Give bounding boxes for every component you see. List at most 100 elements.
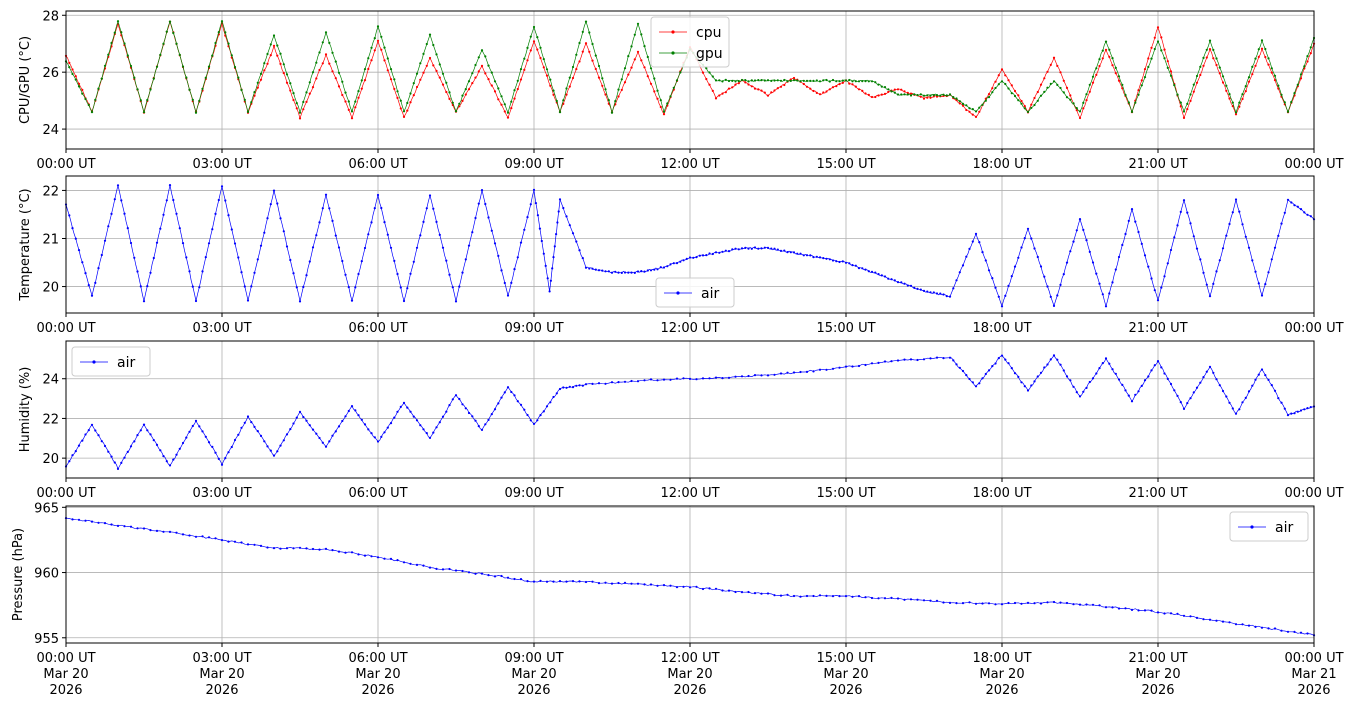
data-point-air: [415, 419, 419, 422]
data-point-air: [1147, 265, 1150, 268]
data-point-gpu: [903, 93, 906, 96]
data-point-cpu: [256, 86, 259, 89]
data-point-air: [1117, 607, 1121, 610]
data-point-gpu: [97, 87, 100, 90]
data-point-cpu: [1156, 26, 1160, 29]
data-point-air: [844, 365, 848, 368]
data-point-air: [584, 580, 588, 584]
data-point-air: [445, 410, 448, 413]
data-point-air: [708, 377, 711, 380]
data-point-air: [604, 382, 607, 385]
data-point-air: [916, 287, 919, 290]
data-point-air: [477, 425, 480, 428]
data-point-cpu: [487, 78, 490, 81]
data-point-air: [588, 267, 591, 270]
data-point-air: [363, 554, 367, 557]
data-point-air: [1296, 205, 1299, 208]
x-tick-label: 12:00 UT: [660, 321, 719, 336]
data-point-air: [1299, 409, 1303, 412]
data-point-air: [123, 456, 126, 459]
data-point-cpu: [601, 84, 604, 87]
data-point-air: [610, 582, 614, 585]
data-point-air: [571, 232, 575, 235]
data-point-air: [552, 256, 555, 259]
data-point-air: [328, 207, 331, 210]
data-point-air: [380, 435, 383, 438]
data-point-air: [334, 234, 337, 237]
data-point-air: [110, 523, 113, 526]
data-point-gpu: [841, 79, 844, 82]
data-point-air: [519, 403, 523, 406]
data-point-gpu: [480, 49, 484, 52]
data-point-air: [701, 377, 705, 380]
data-point-air: [896, 359, 900, 362]
data-point-gpu: [282, 63, 285, 66]
x-tick-label: 15:00 UT: [816, 157, 875, 172]
data-point-gpu: [672, 86, 675, 89]
data-point-gpu: [935, 94, 939, 97]
x-tick-label: 00:00 UT: [36, 486, 95, 501]
data-point-gpu: [178, 53, 181, 57]
y-tick-label: 955: [34, 632, 59, 647]
data-point-air: [532, 188, 536, 191]
data-point-cpu: [971, 113, 974, 116]
data-point-gpu: [880, 85, 883, 88]
data-point-gpu: [883, 86, 887, 89]
data-point-gpu: [838, 80, 841, 83]
data-point-air: [1290, 201, 1293, 204]
data-point-air: [965, 255, 968, 258]
data-point-air: [714, 376, 718, 379]
data-point-cpu: [1160, 36, 1163, 39]
data-point-gpu: [532, 25, 536, 29]
data-point-air: [604, 581, 607, 584]
data-point-cpu: [581, 50, 584, 53]
data-point-cpu: [1238, 105, 1241, 108]
data-point-cpu: [643, 66, 646, 69]
data-point-air: [510, 390, 513, 394]
y-axis-label: CPU/GPU (°C): [18, 36, 33, 124]
data-point-cpu: [464, 93, 467, 96]
data-point-gpu: [1130, 110, 1134, 113]
data-point-gpu: [1020, 102, 1023, 105]
data-point-gpu: [750, 79, 753, 82]
y-tick-label: 22: [42, 184, 59, 199]
data-point-gpu: [422, 52, 425, 56]
data-point-air: [259, 434, 263, 437]
data-point-air: [263, 231, 266, 234]
data-point-air: [857, 267, 861, 270]
data-point-air: [1286, 198, 1290, 201]
data-point-air: [383, 431, 386, 434]
data-point-air: [922, 358, 926, 361]
data-point-cpu: [422, 71, 425, 74]
data-point-air: [903, 282, 906, 285]
data-point-air: [1195, 247, 1199, 250]
data-point-air: [461, 569, 464, 573]
data-point-cpu: [640, 59, 643, 62]
data-point-air: [958, 271, 961, 274]
data-point-cpu: [831, 86, 835, 89]
data-point-gpu: [877, 83, 880, 86]
data-point-air: [513, 268, 516, 271]
data-point-gpu: [1065, 96, 1069, 99]
data-point-air: [779, 594, 783, 597]
data-point-air: [1296, 410, 1299, 413]
data-point-air: [1228, 621, 1231, 624]
data-point-air: [1098, 604, 1101, 607]
data-point-air: [1036, 255, 1039, 259]
data-point-air: [857, 364, 861, 368]
data-point-air: [272, 189, 276, 192]
data-point-gpu: [1069, 98, 1072, 101]
data-point-air: [636, 380, 640, 383]
data-point-air: [523, 228, 526, 231]
data-point-air: [149, 529, 152, 532]
data-point-air: [240, 271, 243, 274]
data-point-cpu: [344, 100, 347, 103]
data-point-air: [883, 597, 887, 600]
data-point-air: [760, 247, 763, 250]
data-point-gpu: [627, 55, 630, 58]
data-point-air: [103, 522, 107, 525]
data-point-gpu: [1017, 99, 1020, 102]
data-point-cpu: [867, 93, 870, 96]
data-point-air: [1059, 601, 1062, 604]
data-point-air: [1108, 362, 1111, 365]
